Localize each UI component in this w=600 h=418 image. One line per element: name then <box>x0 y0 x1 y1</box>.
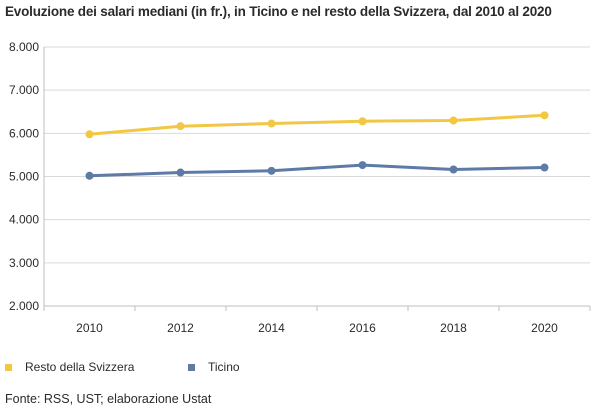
source-note: Fonte: RSS, UST; elaborazione Ustat <box>5 392 212 406</box>
data-point <box>358 117 367 126</box>
legend-swatch <box>5 363 12 371</box>
series-line-1 <box>88 163 546 178</box>
data-point <box>540 163 549 172</box>
series-points <box>85 111 549 180</box>
legend-item-ticino: Ticino <box>188 360 240 374</box>
legend-item-resto-della-svizzera: Resto della Svizzera <box>5 360 134 374</box>
data-point <box>176 122 185 131</box>
y-tick-label: 3.000 <box>9 256 39 270</box>
y-tick-label: 7.000 <box>9 83 39 97</box>
gridlines <box>44 46 590 264</box>
chart-title: Evoluzione dei salari mediani (in fr.), … <box>5 4 552 19</box>
y-tick-label: 4.000 <box>9 213 39 227</box>
legend: Resto della Svizzera Ticino <box>0 360 600 380</box>
legend-label: Ticino <box>208 360 240 374</box>
x-tick-label: 2012 <box>167 321 194 335</box>
data-point <box>540 111 549 120</box>
data-point <box>449 116 458 125</box>
data-point <box>267 119 276 128</box>
x-tick-label: 2018 <box>440 321 467 335</box>
x-axis: 2010 2012 2014 2016 2018 2020 <box>43 306 591 335</box>
series-lines <box>88 113 546 178</box>
data-point <box>358 161 367 170</box>
x-tick-label: 2010 <box>76 321 103 335</box>
y-tick-label: 8.000 <box>9 40 39 54</box>
data-point <box>85 171 94 180</box>
legend-swatch <box>188 363 195 371</box>
x-tick-label: 2014 <box>258 321 285 335</box>
data-point <box>85 130 94 139</box>
y-tick-label: 6.000 <box>9 126 39 140</box>
x-tick-label: 2016 <box>349 321 376 335</box>
data-point <box>176 168 185 177</box>
line-chart: 2.000 3.000 4.000 5.000 6.000 7.000 8.000 2010… <box>9 40 591 335</box>
y-axis: 2.000 3.000 4.000 5.000 6.000 7.000 8.000 <box>9 40 39 313</box>
legend-label: Resto della Svizzera <box>25 360 135 374</box>
series-line-0 <box>88 113 546 136</box>
data-point <box>449 165 458 174</box>
x-tick-label: 2020 <box>531 321 558 335</box>
y-tick-label: 5.000 <box>9 170 39 184</box>
y-tick-label: 2.000 <box>9 299 39 313</box>
data-point <box>267 166 276 175</box>
